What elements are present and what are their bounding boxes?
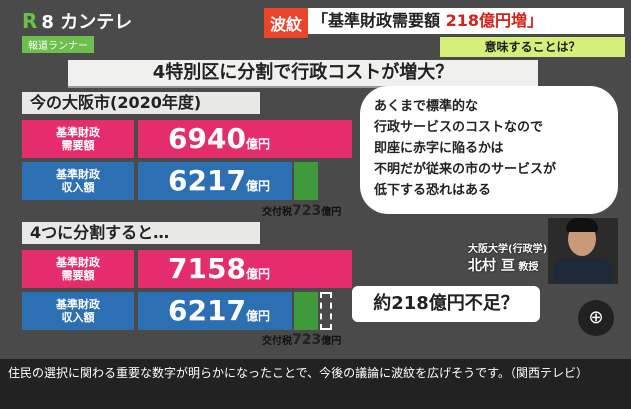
kofu-unit: 億円 [321, 336, 342, 347]
section-current: 今の大阪市(2020年度) [22, 92, 260, 114]
current-income-label: 基準財政 収入額 [22, 162, 134, 200]
logo-text: 8 カンテレ [41, 12, 133, 33]
split-kofu: 交付税723億円 [262, 332, 341, 348]
current-kofu-value: 723 [292, 203, 322, 219]
split-income-value: 6217 [168, 294, 246, 327]
current-kofu: 交付税723億円 [262, 203, 341, 219]
current-demand-bar: 6940億円 [138, 120, 352, 158]
current-demand-row: 基準財政 需要額 6940億円 [22, 120, 352, 158]
speaker-name: 北村 亘 [468, 258, 515, 274]
current-demand-label: 基準財政 需要額 [22, 120, 134, 158]
current-kofu-bar [294, 162, 318, 200]
split-income-row: 基準財政 収入額 6217億円 [22, 292, 352, 330]
split-demand-row: 基準財政 需要額 7158億円 [22, 250, 352, 288]
slide-title: 4特別区に分割で行政コストが増大？ [68, 60, 538, 88]
split-demand-label: 基準財政 需要額 [22, 250, 134, 288]
logo-mark: R [22, 9, 38, 33]
current-income-bar: 6217億円 [138, 162, 292, 200]
kofu-label: 交付税 [262, 207, 292, 218]
split-income-label: 基準財政 収入額 [22, 292, 134, 330]
headline-main: 「基準財政需要額 [312, 11, 441, 30]
split-demand-bar: 7158億円 [138, 250, 352, 288]
headline-value: 218億円増」 [445, 11, 543, 30]
professor-photo [548, 218, 618, 284]
kofu-unit: 億円 [321, 207, 342, 218]
speaker-affiliation: 大阪大学(行政学) [468, 244, 548, 255]
speaker-title: 教授 [518, 262, 539, 273]
split-kofu-value: 723 [292, 332, 322, 348]
subheadline: 意味することは？ [440, 37, 625, 57]
program-name: 報道ランナー [22, 36, 94, 53]
speaker-caption: 大阪大学(行政学) 北村 亘 教授 [468, 240, 547, 275]
image-caption: 住民の選択に関わる重要な数字が明らかになったことで、今後の議論に波紋を広げそうで… [0, 359, 631, 409]
current-income-value: 6217 [168, 164, 246, 197]
section-split: 4つに分割すると… [22, 222, 260, 244]
shortfall-callout: 約218億円不足？ [352, 286, 540, 322]
unit-label: 億円 [245, 137, 270, 151]
current-income-row: 基準財政 収入額 6217億円 [22, 162, 352, 200]
topic-tag: 波紋 [264, 8, 309, 38]
kofu-label: 交付税 [262, 336, 292, 347]
headline: 「基準財政需要額 218億円増」 [308, 8, 624, 34]
shortfall-gap [320, 292, 332, 330]
split-kofu-bar [294, 292, 318, 330]
current-demand-value: 6940 [168, 122, 246, 155]
split-income-bar: 6217億円 [138, 292, 292, 330]
split-demand-value: 7158 [168, 252, 246, 285]
quote-bubble: あくまで標準的な 行政サービスのコストなので 即座に赤字に陥るかは 不明だが従来… [360, 86, 618, 214]
quote-text: あくまで標準的な 行政サービスのコストなので 即座に赤字に陥るかは 不明だが従来… [374, 99, 557, 198]
unit-label: 億円 [245, 309, 270, 323]
magnifier-plus-icon[interactable]: ⊕ [578, 300, 614, 336]
unit-label: 億円 [245, 179, 270, 193]
unit-label: 億円 [245, 267, 270, 281]
